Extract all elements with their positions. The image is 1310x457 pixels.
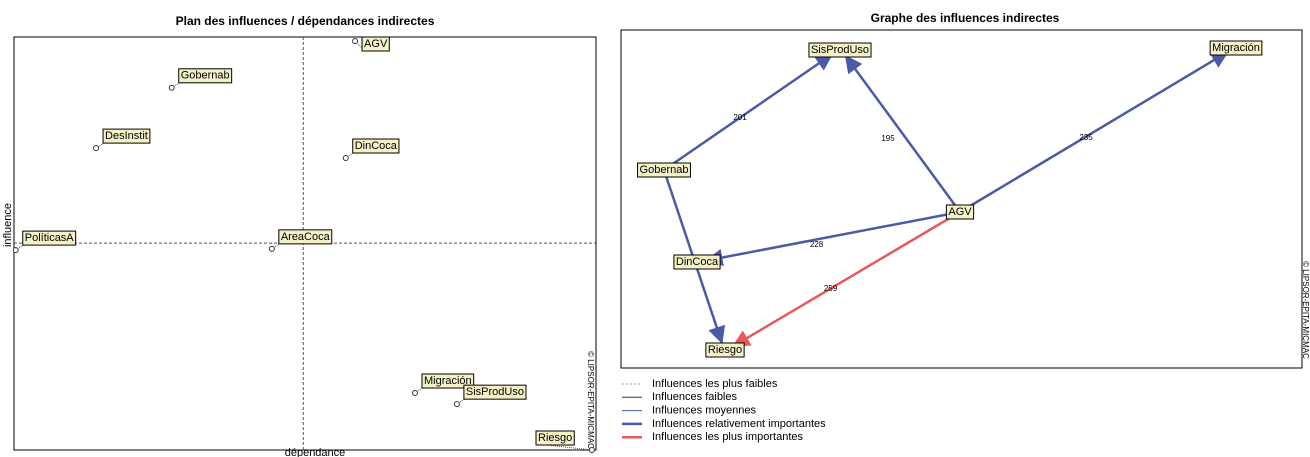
node-box: [1209, 40, 1263, 56]
node-box: [637, 162, 691, 178]
edge: [844, 55, 962, 213]
node-box: [945, 204, 975, 220]
edge-weight: 235: [1079, 133, 1093, 142]
legend-label: Influences faibles: [652, 391, 737, 403]
edge-weight: 228: [810, 240, 824, 249]
watermark: © LIPSOR-EPITA-MICMAC: [1301, 261, 1310, 359]
legend-label: Influences les plus faibles: [652, 378, 778, 390]
point-label-box: [361, 36, 390, 52]
y-axis-label: influence: [2, 203, 14, 247]
edge: [732, 210, 961, 348]
node: DinCoca: [676, 256, 719, 268]
point-label-box: [421, 373, 475, 389]
edge: [705, 210, 961, 267]
edge-weight: 201: [733, 113, 747, 122]
point-label-box: [463, 384, 527, 400]
point: [342, 155, 349, 162]
node: SisProdUso: [811, 44, 869, 56]
point-label: DinCoca: [355, 140, 398, 152]
point-label: DesInstit: [105, 130, 148, 142]
edge: [959, 51, 1229, 214]
x-axis-label: dépendance: [285, 447, 346, 457]
node-box: [705, 342, 745, 358]
legend-label: Influences moyennes: [652, 405, 756, 417]
watermark: © LIPSOR-EPITA-MICMAC: [586, 351, 595, 449]
graph-title: Graphe des influences indirectes: [871, 11, 1060, 25]
legend-label: Influences les plus importantes: [652, 431, 804, 443]
point-label: Gobernab: [181, 70, 230, 82]
node: AGV: [948, 206, 972, 218]
point: [93, 145, 100, 152]
point-label: AreaCoca: [281, 231, 331, 243]
point: [12, 247, 19, 254]
point: [268, 245, 275, 252]
point-label: Riesgo: [538, 432, 572, 444]
node-box: [808, 42, 872, 58]
edge-weight: 195: [881, 134, 895, 143]
point: [453, 401, 460, 408]
point: [168, 84, 175, 91]
scatter-title: Plan des influences / dépendances indire…: [176, 14, 435, 28]
point: [352, 38, 359, 45]
point-label-box: [278, 229, 333, 245]
point: [411, 390, 418, 397]
point-label-box: [535, 430, 575, 446]
point-label: AGV: [364, 38, 388, 50]
point-label-box: [102, 128, 151, 144]
point-label-box: [352, 138, 400, 154]
point: [588, 447, 595, 453]
node-box: [673, 254, 721, 270]
point-label: PolíticasA: [25, 232, 75, 244]
point-label: Migración: [424, 375, 472, 387]
node: Gobernab: [640, 164, 689, 176]
legend-label: Influences relativement importantes: [652, 418, 826, 430]
edge: [663, 53, 834, 172]
graph-frame: [620, 29, 1303, 369]
point-label-box: [22, 230, 77, 246]
edge-weight: 259: [824, 284, 838, 293]
point-label-box: [178, 68, 233, 84]
node: Riesgo: [708, 344, 742, 356]
point-label: SisProdUso: [466, 386, 524, 398]
node: Migración: [1212, 42, 1260, 54]
